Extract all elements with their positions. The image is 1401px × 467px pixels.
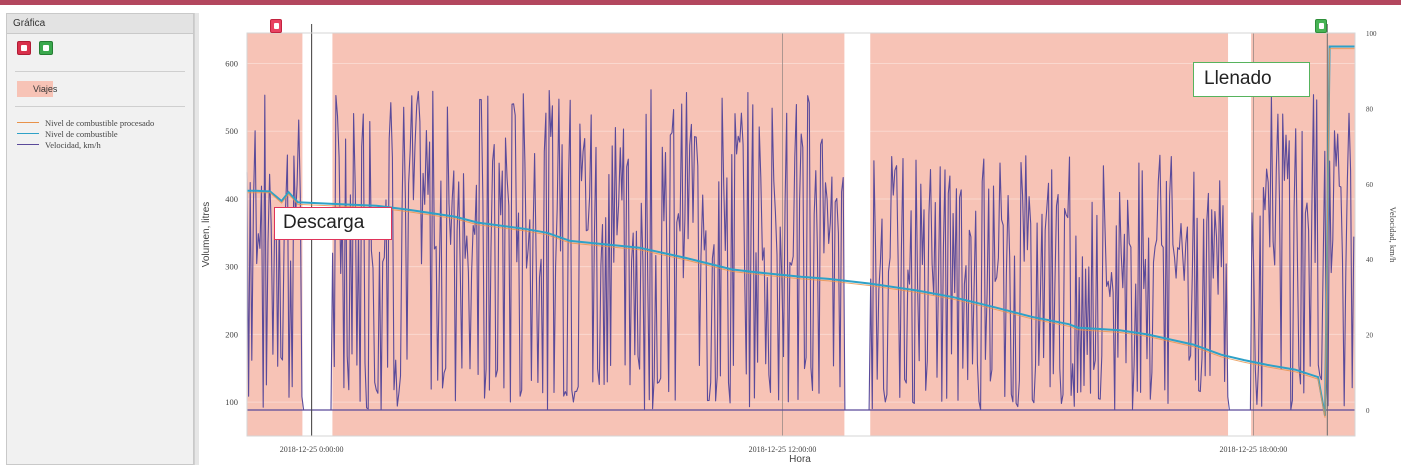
y2-tick-label: 0 — [1366, 407, 1370, 415]
x-tick-label: 2018-12-25 0:00:00 — [280, 445, 344, 454]
divider — [15, 71, 185, 72]
y-tick-label: 300 — [225, 262, 238, 272]
divider — [15, 106, 185, 107]
event-filter-row — [7, 34, 193, 63]
speed-line — [246, 89, 1355, 411]
top-accent-bar — [0, 0, 1401, 5]
y2-tick-label: 40 — [1366, 256, 1374, 264]
y-tick-label: 500 — [225, 126, 238, 136]
legend-label: Nivel de combustible — [45, 128, 118, 139]
fill-callout: Llenado — [1193, 62, 1310, 97]
legend-item-speed[interactable]: Velocidad, km/h — [17, 139, 193, 150]
y2-tick-label: 20 — [1366, 332, 1374, 340]
legend-line-fuel — [17, 133, 39, 134]
trips-swatch: Viajes — [17, 81, 57, 97]
legend-label: Velocidad, km/h — [45, 139, 101, 150]
panel-title: Gráfica — [7, 14, 193, 34]
panel-splitter[interactable] — [194, 13, 199, 465]
legend-line-fuel-processed — [17, 122, 39, 123]
fuel-level-line — [247, 45, 1355, 416]
trips-legend-item[interactable]: Viajes — [17, 80, 193, 98]
legend-label: Nivel de combustible procesado — [45, 117, 155, 128]
series-legend: Nivel de combustible procesado Nivel de … — [17, 117, 193, 150]
y-tick-label: 600 — [225, 58, 238, 68]
y-tick-label: 400 — [225, 194, 238, 204]
fill-marker-icon[interactable] — [1315, 19, 1327, 33]
plot-frame — [246, 32, 1356, 437]
legend-line-speed — [17, 144, 39, 145]
y2-tick-label: 100 — [1366, 30, 1377, 38]
y2-tick-label: 60 — [1366, 181, 1374, 189]
x-tick-label: 2018-12-25 18:00:00 — [1220, 445, 1288, 454]
y2-axis-title: Velocidad, km/h — [1388, 207, 1398, 263]
y-tick-label: 100 — [225, 397, 238, 407]
drain-marker-icon[interactable] — [270, 19, 282, 33]
chart-sidebar: Gráfica Viajes Nivel de combustible proc… — [6, 13, 194, 465]
trips-legend-label: Viajes — [33, 84, 58, 94]
legend-item-fuel[interactable]: Nivel de combustible — [17, 128, 193, 139]
x-tick-label: 2018-12-25 12:00:00 — [749, 445, 817, 454]
drain-event-icon[interactable] — [17, 41, 31, 55]
y-tick-label: 200 — [225, 329, 238, 339]
trip-band — [332, 33, 845, 436]
fill-event-icon[interactable] — [39, 41, 53, 55]
x-axis-title: Hora — [789, 454, 811, 465]
y-axis-title: Volumen, litres — [201, 202, 212, 268]
drain-callout: Descarga — [274, 207, 392, 240]
y2-tick-label: 80 — [1366, 105, 1374, 113]
legend-item-fuel-processed[interactable]: Nivel de combustible procesado — [17, 117, 193, 128]
